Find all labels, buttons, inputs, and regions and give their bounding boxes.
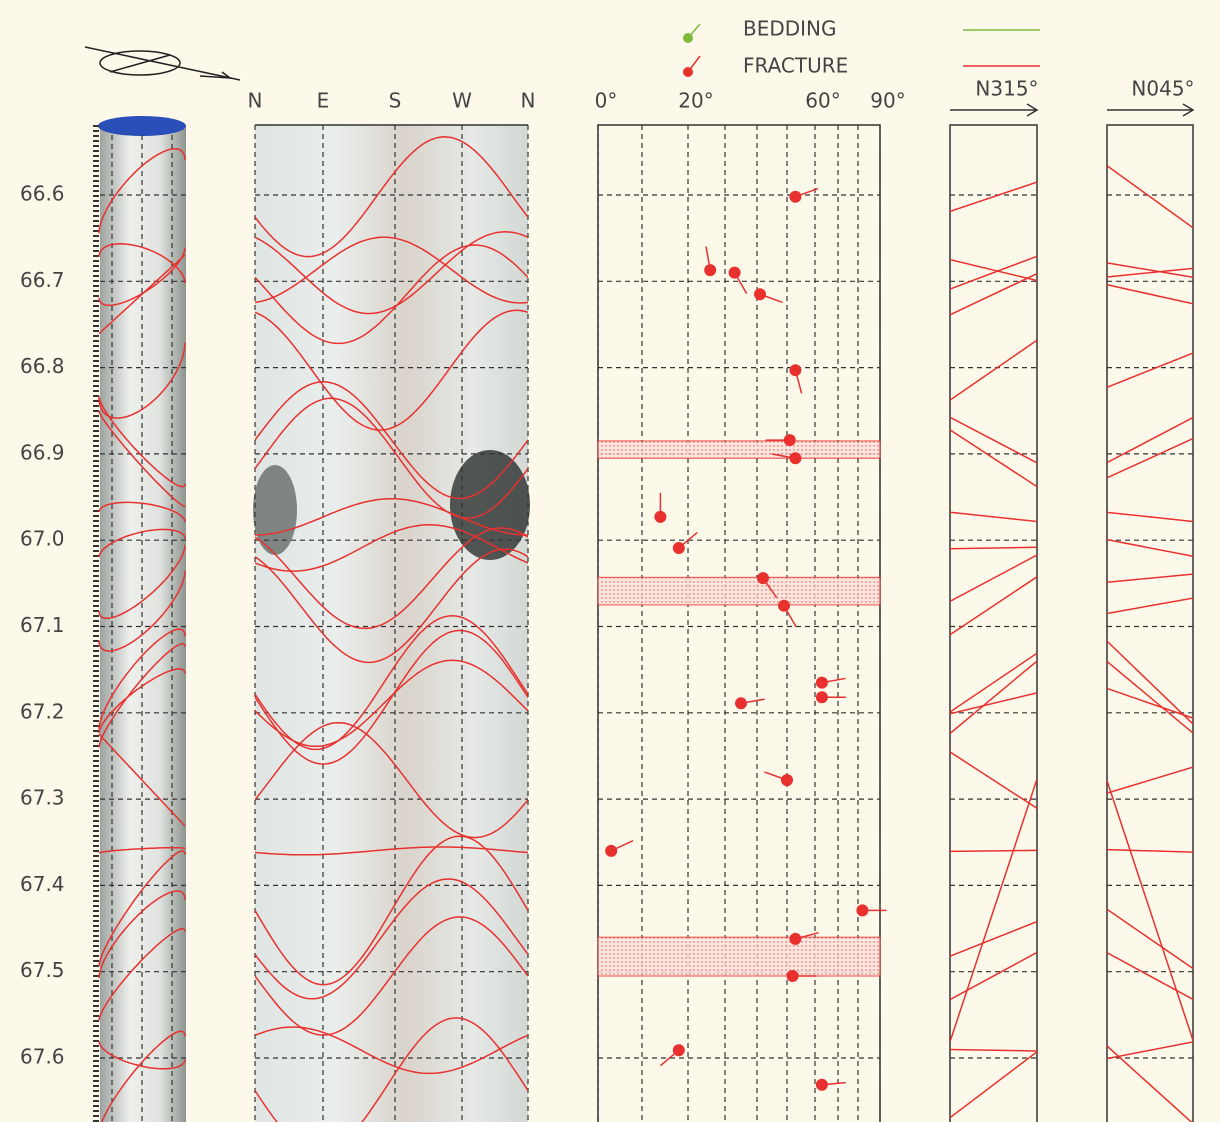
tadpole	[729, 267, 741, 279]
depth-label: 66.8	[20, 354, 65, 378]
tadpole	[789, 364, 801, 376]
dip-label: 0°	[595, 89, 618, 113]
azimuth-label: N	[521, 89, 536, 113]
dip-label: 60°	[805, 89, 840, 113]
tadpole	[816, 691, 828, 703]
bed-band	[598, 441, 880, 458]
depth-label: 66.6	[20, 182, 65, 206]
tadpole	[789, 452, 801, 464]
tadpole	[784, 434, 796, 446]
legend-label: BEDDING	[743, 17, 837, 41]
depth-label: 67.2	[20, 699, 65, 723]
tadpole	[778, 600, 790, 612]
log-figure: BEDDING FRACTURE 66.6 66.7 66.8 66.9 67.0 67.…	[0, 0, 1220, 1122]
dip-label: 90°	[870, 89, 905, 113]
dip-label: 20°	[678, 89, 713, 113]
depth-label: 67.1	[20, 613, 65, 637]
tadpole	[673, 1044, 685, 1056]
tadpole	[816, 677, 828, 689]
depth-label: 67.5	[20, 958, 65, 982]
azimuth-label: N	[248, 89, 263, 113]
depth-label: 67.6	[20, 1045, 65, 1069]
tadpole	[605, 845, 617, 857]
bed-band	[598, 937, 880, 976]
tadpole	[789, 191, 801, 203]
azimuth-label: W	[452, 89, 472, 113]
legend-symbol	[683, 33, 693, 43]
depth-label: 67.0	[20, 527, 65, 551]
cavity	[253, 465, 297, 555]
tadpole	[735, 697, 747, 709]
tadpole	[704, 264, 716, 276]
tadpole	[754, 288, 766, 300]
legend-label: FRACTURE	[743, 54, 848, 78]
legend-symbol	[683, 67, 693, 77]
tadpole	[654, 511, 666, 523]
core-top	[98, 116, 186, 136]
azimuth-label: S	[389, 89, 402, 113]
depth-label: 67.4	[20, 872, 65, 896]
section-label: N045°	[1131, 77, 1194, 101]
core-cylinder	[100, 125, 186, 1122]
depth-label: 66.7	[20, 268, 65, 292]
tadpole	[673, 542, 685, 554]
image-log	[255, 125, 528, 1122]
depth-label: 67.3	[20, 786, 65, 810]
tadpole	[789, 933, 801, 945]
tadpole	[781, 774, 793, 786]
tadpole	[787, 970, 799, 982]
bed-band	[598, 577, 880, 605]
azimuth-label: E	[317, 89, 330, 113]
tadpole	[856, 904, 868, 916]
section-trace	[950, 850, 1037, 851]
depth-label: 66.9	[20, 440, 65, 464]
section-label: N315°	[975, 77, 1038, 101]
tadpole	[816, 1079, 828, 1091]
tadpole	[757, 572, 769, 584]
